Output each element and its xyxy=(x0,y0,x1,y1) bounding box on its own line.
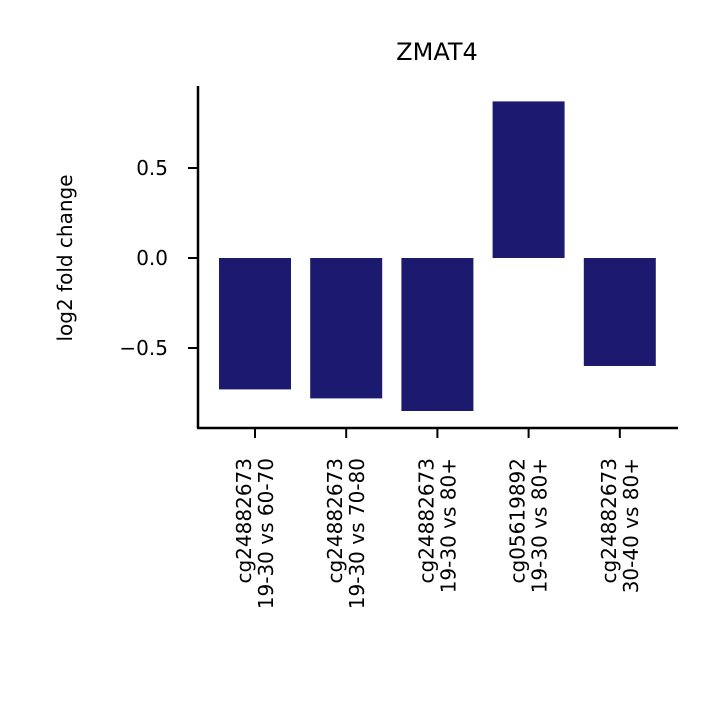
y-axis-label: log2 fold change xyxy=(53,174,77,341)
x-tick-label-line: cg24882673 xyxy=(323,458,347,584)
y-axis: −0.5 0.0 0.5 xyxy=(119,86,200,428)
chart-title: ZMAT4 xyxy=(396,38,478,66)
x-tick-label-line: 19-30 vs 80+ xyxy=(436,458,460,593)
x-tick-label-line: 19-30 vs 80+ xyxy=(528,458,552,593)
x-tick-label-line: cg05619892 xyxy=(506,458,530,584)
x-tick-label-line: 30-40 vs 80+ xyxy=(619,458,643,593)
bars-layer xyxy=(219,101,656,411)
bar-1 xyxy=(219,258,291,390)
x-tick-label-line: cg24882673 xyxy=(597,458,621,584)
bar-3 xyxy=(401,258,474,411)
y-tick-label: −0.5 xyxy=(119,336,168,360)
x-tick-label-line: 19-30 vs 70-80 xyxy=(345,458,369,609)
bar-4 xyxy=(492,101,565,259)
bar-5 xyxy=(583,258,656,366)
x-tick-label-line: 19-30 vs 60-70 xyxy=(254,458,278,609)
bar-2 xyxy=(310,258,383,399)
y-tick-label: 0.0 xyxy=(136,246,168,270)
x-tick-label-line: cg24882673 xyxy=(414,458,438,584)
x-tick-label-line: cg24882673 xyxy=(232,458,256,584)
y-tick-label: 0.5 xyxy=(136,156,168,180)
